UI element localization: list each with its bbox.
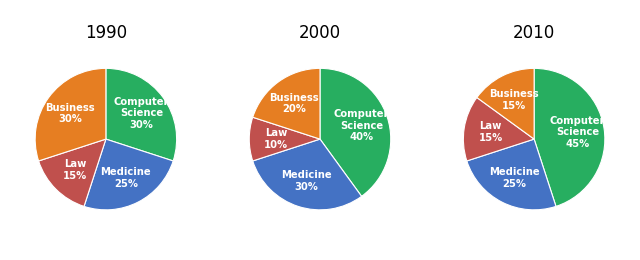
Wedge shape bbox=[106, 68, 177, 161]
Text: Business
20%: Business 20% bbox=[269, 93, 319, 114]
Wedge shape bbox=[534, 68, 605, 206]
Title: 1990: 1990 bbox=[85, 24, 127, 42]
Text: Computer
Science
30%: Computer Science 30% bbox=[114, 97, 169, 130]
Wedge shape bbox=[38, 139, 106, 206]
Wedge shape bbox=[320, 68, 391, 196]
Wedge shape bbox=[84, 139, 173, 210]
Text: Computer
Science
40%: Computer Science 40% bbox=[334, 109, 390, 142]
Text: Medicine
30%: Medicine 30% bbox=[281, 170, 332, 192]
Wedge shape bbox=[35, 68, 106, 161]
Text: Law
15%: Law 15% bbox=[479, 121, 503, 143]
Wedge shape bbox=[477, 68, 534, 139]
Text: Law
10%: Law 10% bbox=[264, 128, 288, 150]
Wedge shape bbox=[253, 139, 362, 210]
Text: Business
15%: Business 15% bbox=[490, 89, 539, 111]
Text: Medicine
25%: Medicine 25% bbox=[489, 167, 540, 189]
Wedge shape bbox=[249, 117, 320, 161]
Text: Computer
Science
45%: Computer Science 45% bbox=[550, 116, 605, 149]
Wedge shape bbox=[463, 98, 534, 161]
Title: 2000: 2000 bbox=[299, 24, 341, 42]
Text: Medicine
25%: Medicine 25% bbox=[100, 167, 151, 189]
Wedge shape bbox=[253, 68, 320, 139]
Wedge shape bbox=[467, 139, 556, 210]
Text: Business
30%: Business 30% bbox=[45, 102, 95, 124]
Title: 2010: 2010 bbox=[513, 24, 556, 42]
Text: Law
15%: Law 15% bbox=[63, 159, 87, 181]
